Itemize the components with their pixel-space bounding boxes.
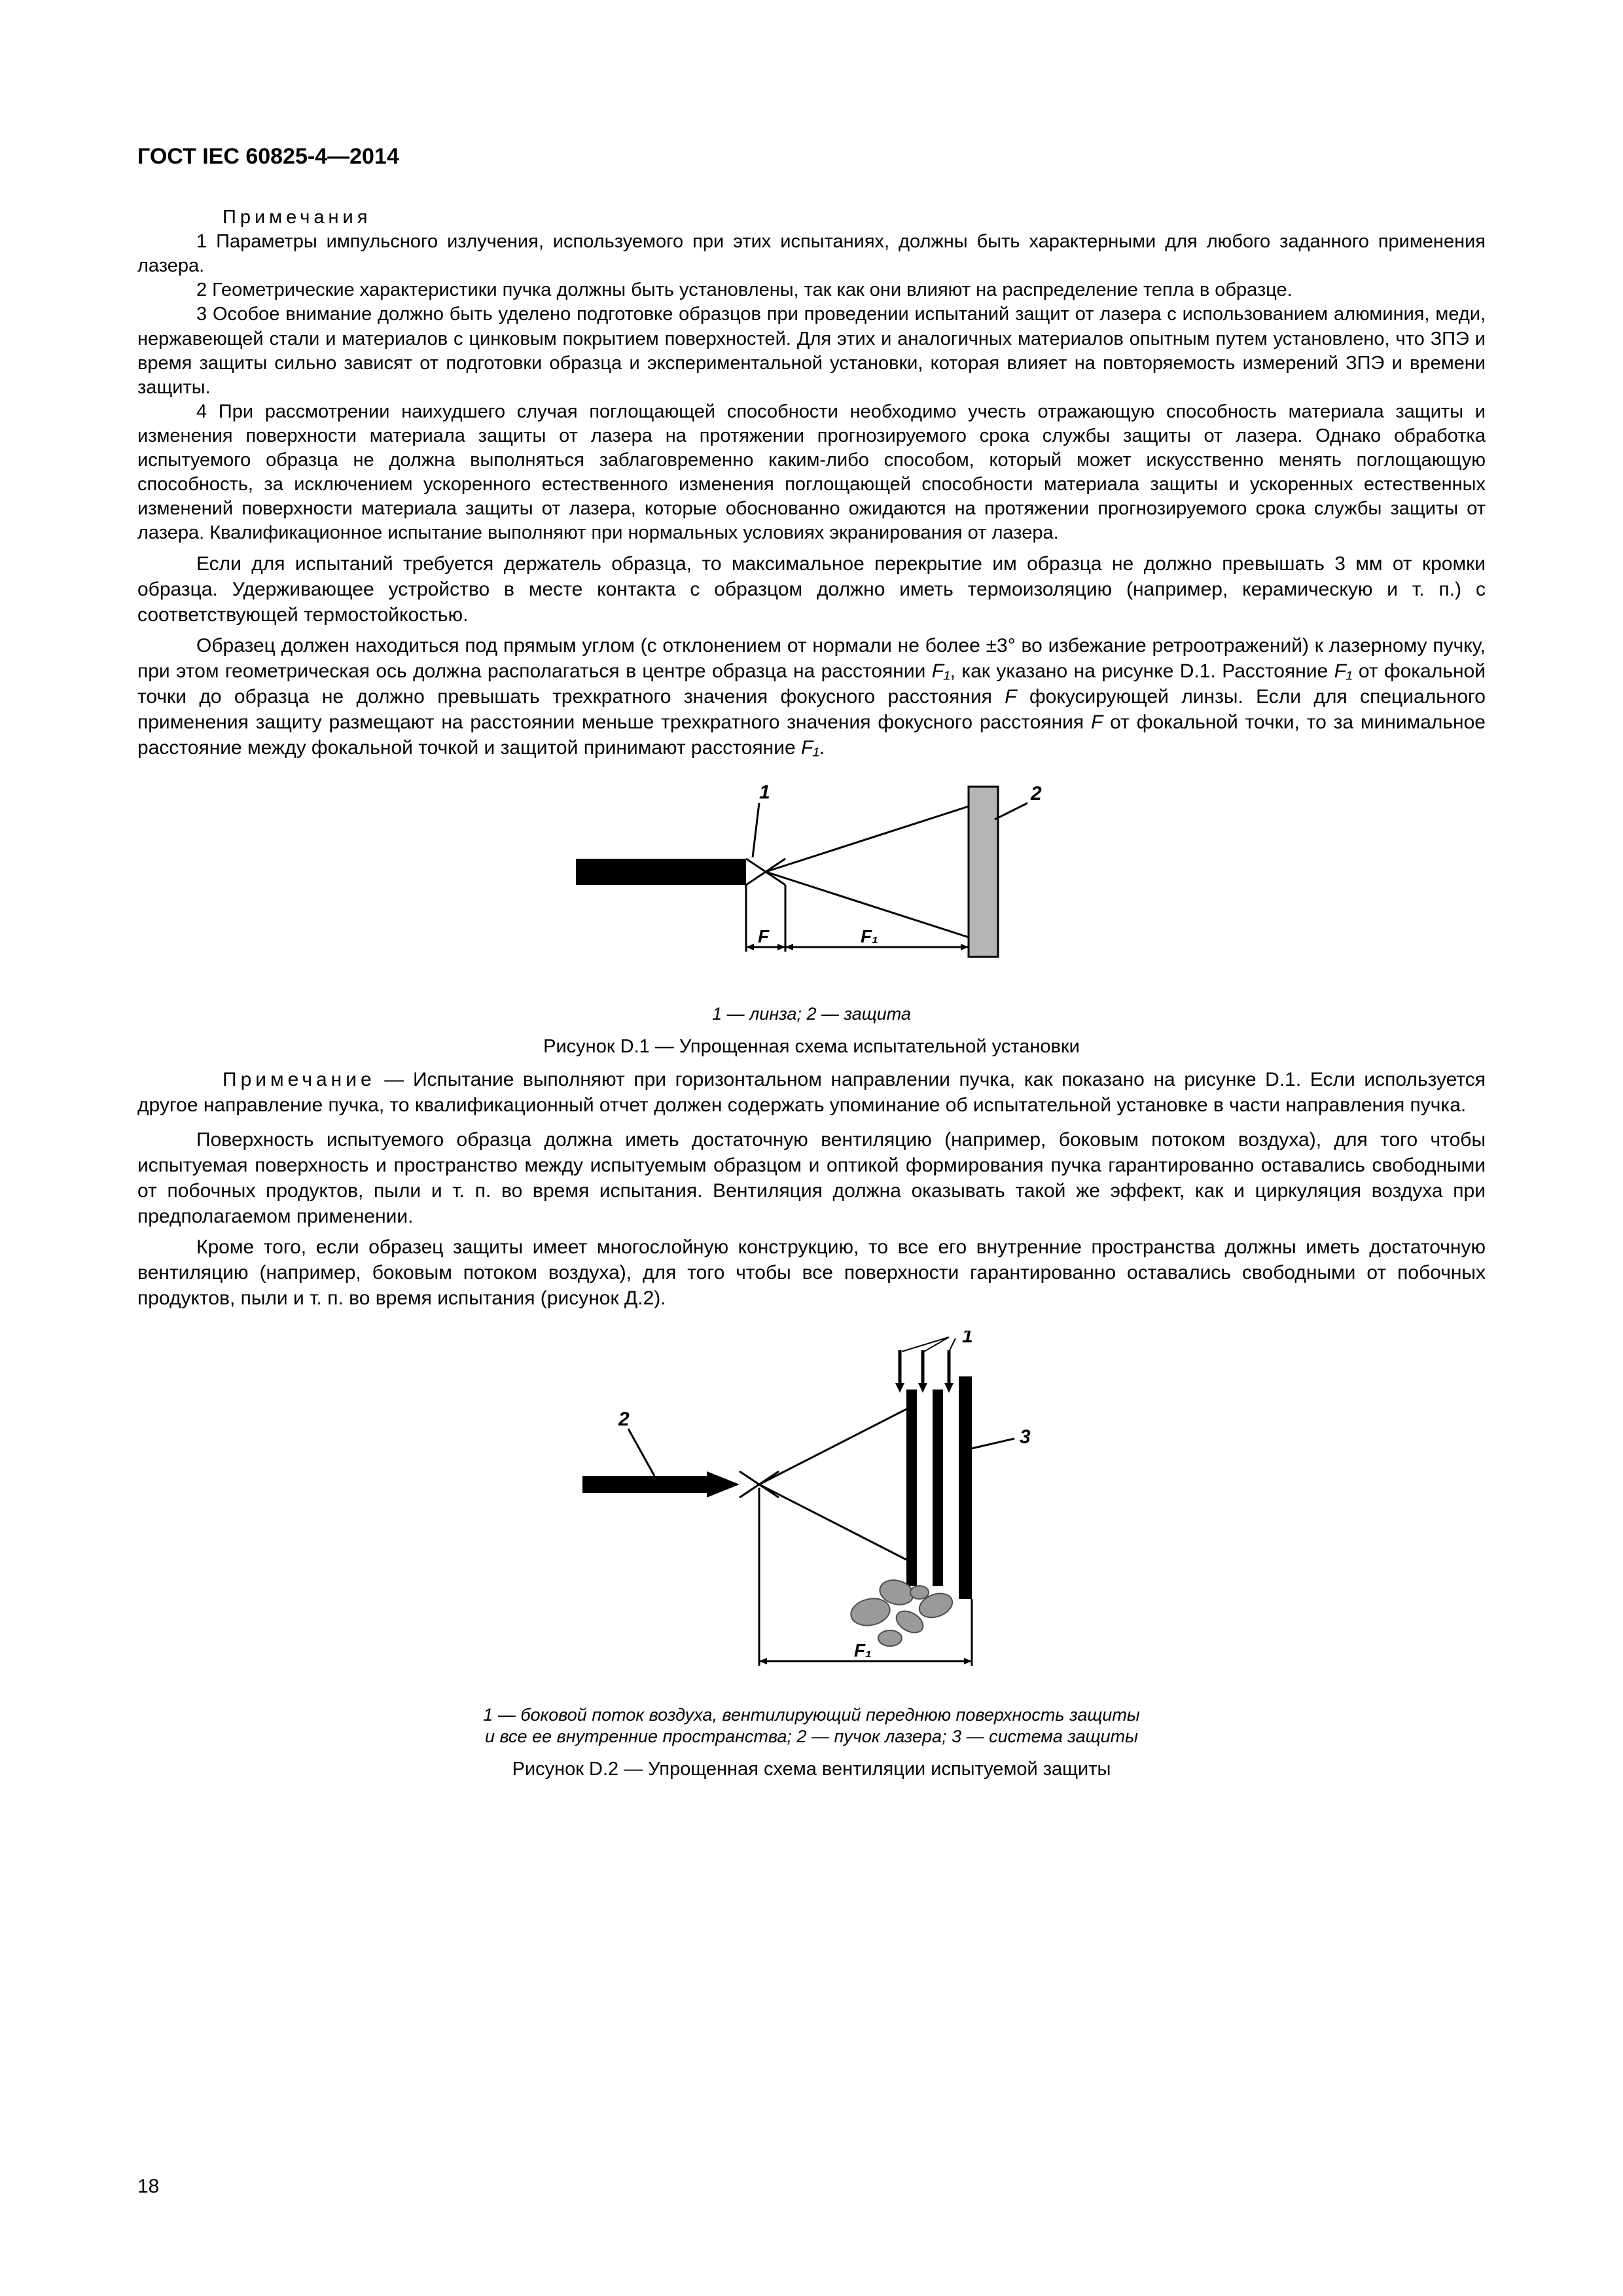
symbol-F: F <box>1005 686 1016 708</box>
figure-d2-legend-2: и все ее внутренние пространства; 2 — пу… <box>137 1727 1486 1747</box>
ray-top <box>766 806 969 872</box>
beam-rect <box>576 859 746 885</box>
debris <box>848 1576 955 1645</box>
figure-d2-svg: 3 1 2 <box>543 1331 1080 1697</box>
figure-d2: 3 1 2 <box>137 1331 1486 1780</box>
symbol-F1: F₁ <box>932 660 950 682</box>
note-word: Примечание <box>223 1069 376 1090</box>
note-item-3: 3 Особое внимание должно быть уделено по… <box>137 302 1486 399</box>
ray2-bot <box>759 1484 906 1560</box>
paragraph-4: Поверхность испытуемого образца должна и… <box>137 1127 1486 1229</box>
figure-d2-legend-1: 1 — боковой поток воздуха, вентилирующий… <box>137 1705 1486 1725</box>
body-text: Если для испытаний требуется держатель о… <box>137 551 1486 761</box>
fig2-label-3: 3 <box>1020 1426 1031 1448</box>
paragraph-3-note: Примечание — Испытание выполняют при гор… <box>137 1067 1486 1118</box>
beam-arrowhead <box>707 1471 740 1498</box>
leader-1a <box>902 1337 949 1352</box>
fig1-label-F1: F₁ <box>861 926 878 946</box>
note-item-2: 2 Геометрические характеристики пучка до… <box>137 278 1486 302</box>
paragraph-5: Кроме того, если образец защиты имеет мн… <box>137 1234 1486 1311</box>
fig1-label-F: F <box>758 926 770 946</box>
guard-rect <box>969 787 998 957</box>
fig2-label-1: 1 <box>962 1331 973 1347</box>
note-item-4: 4 При рассмотрении наихудшего случая пог… <box>137 400 1486 546</box>
airflow-arrows <box>895 1350 954 1393</box>
fig1-label-2: 2 <box>1030 783 1042 804</box>
fig1-label-1: 1 <box>759 781 770 803</box>
arrow-F-left <box>746 944 754 950</box>
leader-2b <box>628 1429 654 1476</box>
symbol-F1: F₁ <box>801 737 819 759</box>
page-root: ГОСТ IEC 60825-4—2014 Примечания 1 Парам… <box>0 0 1623 2296</box>
paragraph-2: Образец должен находиться под прямым угл… <box>137 633 1486 761</box>
leader-1 <box>753 803 759 857</box>
page-number: 18 <box>137 2176 159 2198</box>
symbol-F1: F₁ <box>1334 660 1353 682</box>
arrow2-right <box>964 1658 972 1664</box>
notes-block: Примечания 1 Параметры импульсного излуч… <box>137 206 1486 546</box>
leader-1b <box>924 1337 949 1352</box>
arrow-F1-left <box>785 944 793 950</box>
plate-2 <box>933 1390 943 1586</box>
figure-d1-svg: 1 2 F F₁ <box>563 780 1060 996</box>
fig2-label-F1: F₁ <box>854 1640 872 1660</box>
arrow-F-right <box>777 944 785 950</box>
figure-d1-caption: Рисунок D.1 — Упрощенная схема испытател… <box>137 1036 1486 1058</box>
ray2-top <box>759 1409 906 1484</box>
fig2-label-2: 2 <box>618 1408 630 1430</box>
document-header: ГОСТ IEC 60825-4—2014 <box>137 144 1486 170</box>
figure-d1-legend: 1 — линза; 2 — защита <box>137 1004 1486 1024</box>
arrow-F1-right <box>961 944 969 950</box>
plate-1 <box>906 1390 917 1586</box>
plate-3 <box>959 1376 972 1599</box>
p2-part-f: . <box>819 737 825 759</box>
symbol-F: F <box>1091 711 1103 733</box>
body-text-2: Примечание — Испытание выполняют при гор… <box>137 1067 1486 1311</box>
p2-part-b: , как указано на рисунке D.1. Расстояние <box>950 660 1334 682</box>
leader-3 <box>972 1439 1014 1448</box>
note-item-1: 1 Параметры импульсного излучения, испол… <box>137 230 1486 278</box>
figure-d2-caption: Рисунок D.2 — Упрощенная схема вентиляци… <box>137 1759 1486 1780</box>
arrow2-left <box>759 1658 767 1664</box>
leader-2 <box>995 803 1027 819</box>
leader-1c <box>949 1338 955 1352</box>
notes-heading: Примечания <box>137 206 1486 230</box>
paragraph-1: Если для испытаний требуется держатель о… <box>137 551 1486 628</box>
figure-d1: 1 2 F F₁ 1 — линза; 2 — защита Рисунок D… <box>137 780 1486 1058</box>
